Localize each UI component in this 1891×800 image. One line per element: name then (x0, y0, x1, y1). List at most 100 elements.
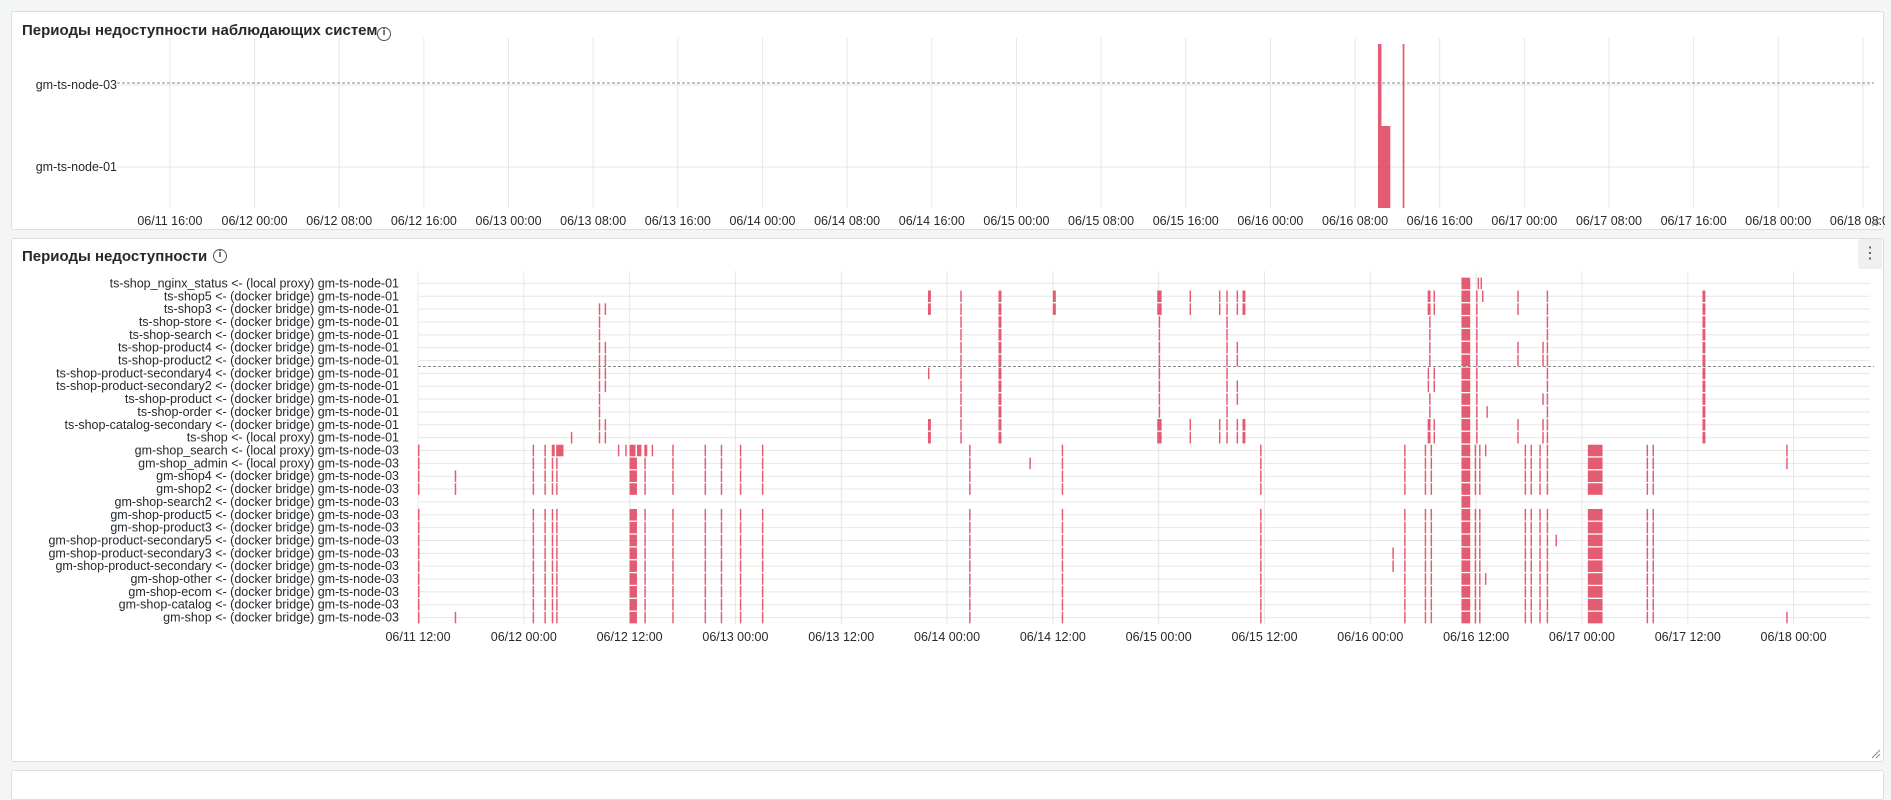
downtime-bar (1530, 534, 1532, 547)
downtime-bar (1542, 393, 1544, 405)
row-label: gm-shop-catalog <- (docker bridge) gm-ts… (119, 598, 399, 612)
downtime-bar (556, 444, 564, 457)
downtime-bar (1433, 419, 1435, 431)
x-tick-label: 06/11 12:00 (385, 630, 450, 644)
downtime-bar (1646, 521, 1649, 534)
downtime-bar (1158, 329, 1161, 341)
downtime-bar (544, 573, 546, 585)
downtime-bar (1646, 560, 1649, 572)
downtime-bar (1226, 419, 1228, 431)
downtime-bar (1430, 611, 1433, 624)
downtime-bar (927, 290, 931, 303)
downtime-bar (998, 431, 1002, 444)
downtime-bar (1530, 521, 1532, 534)
downtime-bar (1530, 547, 1532, 560)
downtime-bar (544, 586, 546, 598)
downtime-bar (739, 534, 742, 547)
downtime-bar (556, 560, 558, 572)
downtime-bar (1260, 560, 1262, 572)
downtime-bar (1260, 573, 1262, 585)
downtime-bar (1479, 521, 1481, 534)
info-circle-icon[interactable]: i (377, 27, 391, 41)
downtime-bar (1476, 406, 1478, 418)
downtime-bar (1461, 483, 1471, 495)
x-tick-label: 06/12 00:00 (222, 214, 288, 228)
downtime-bar (998, 290, 1002, 303)
downtime-bar (556, 457, 558, 470)
panel-title: Периоды недоступности наблюдающих систем (22, 22, 378, 39)
downtime-bar (739, 444, 742, 457)
downtime-bar (1430, 560, 1433, 572)
downtime-bar (998, 329, 1002, 341)
downtime-bar (761, 457, 764, 470)
downtime-bar (1524, 547, 1527, 560)
downtime-bar (761, 444, 764, 457)
timeline-chart[interactable]: 06/11 16:00 06/12 00:00 06/12 08:00 06/12 1… (12, 12, 1885, 231)
downtime-bar (969, 611, 971, 624)
downtime-bar (1424, 573, 1427, 585)
downtime-bar (604, 419, 607, 431)
downtime-bar (1524, 573, 1527, 585)
downtime-bar (1530, 573, 1532, 585)
downtime-bar (1236, 341, 1239, 354)
downtime-bar (1461, 470, 1471, 482)
downtime-bar (1404, 586, 1406, 598)
downtime-bar (1260, 483, 1262, 495)
downtime-bar (1061, 457, 1064, 470)
downtime-bar (556, 611, 558, 624)
downtime-bar (1546, 508, 1549, 521)
downtime-bar (1226, 406, 1228, 418)
downtime-bar (1402, 44, 1405, 126)
panel-menu-button[interactable]: ⋮ (1858, 239, 1882, 269)
panel-next (11, 770, 1884, 800)
x-tick-label: 06/16 00:00 (1337, 630, 1403, 644)
downtime-bar (551, 444, 555, 457)
downtime-bar (418, 611, 420, 624)
downtime-bar (1226, 354, 1228, 367)
downtime-bar (1461, 496, 1471, 508)
downtime-bar (1702, 316, 1706, 328)
downtime-bar (739, 457, 742, 470)
downtime-bar (570, 431, 573, 444)
downtime-bar (704, 611, 707, 624)
downtime-bar (720, 444, 723, 457)
info-circle-icon[interactable]: i (213, 249, 227, 263)
downtime-bar (672, 457, 674, 470)
downtime-bar (927, 431, 931, 444)
downtime-bar (1546, 598, 1549, 611)
downtime-bar (672, 470, 674, 482)
row-label: gm-shop4 <- (docker bridge) gm-ts-node-0… (156, 469, 399, 483)
downtime-bar (1786, 611, 1788, 624)
x-tick-label: 06/13 08:00 (560, 214, 626, 228)
resize-handle-icon[interactable] (1871, 749, 1881, 759)
downtime-bar (1587, 586, 1603, 598)
x-tick-label: 06/16 12:00 (1443, 630, 1509, 644)
downtime-bar (1484, 444, 1487, 457)
x-tick-label: 06/17 00:00 (1491, 214, 1557, 228)
downtime-bar (1404, 534, 1406, 547)
downtime-bar (629, 547, 637, 560)
downtime-bar (1542, 419, 1544, 431)
downtime-bar (1652, 611, 1654, 624)
downtime-bar (636, 444, 642, 457)
downtime-bar (1646, 508, 1649, 521)
downtime-bar (1061, 586, 1064, 598)
downtime-bar (720, 611, 723, 624)
downtime-bar (1646, 470, 1649, 482)
downtime-bar (556, 573, 558, 585)
downtime-bar (1479, 457, 1481, 470)
downtime-bar (1476, 354, 1478, 367)
downtime-bar (1646, 547, 1649, 560)
downtime-bar (1652, 483, 1654, 495)
downtime-bar (644, 611, 646, 624)
downtime-bar (644, 508, 646, 521)
timeline-chart[interactable]: 06/11 12:00 06/12 00:00 06/12 12:00 06/13 0… (12, 239, 1885, 763)
resize-handle-icon[interactable] (1871, 217, 1881, 227)
downtime-bar (1546, 586, 1549, 598)
downtime-bar (644, 560, 646, 572)
downtime-bar (1546, 611, 1549, 624)
downtime-bar (1424, 508, 1427, 521)
downtime-bar (1546, 419, 1549, 431)
downtime-bar (598, 329, 601, 341)
downtime-bar (998, 419, 1002, 431)
